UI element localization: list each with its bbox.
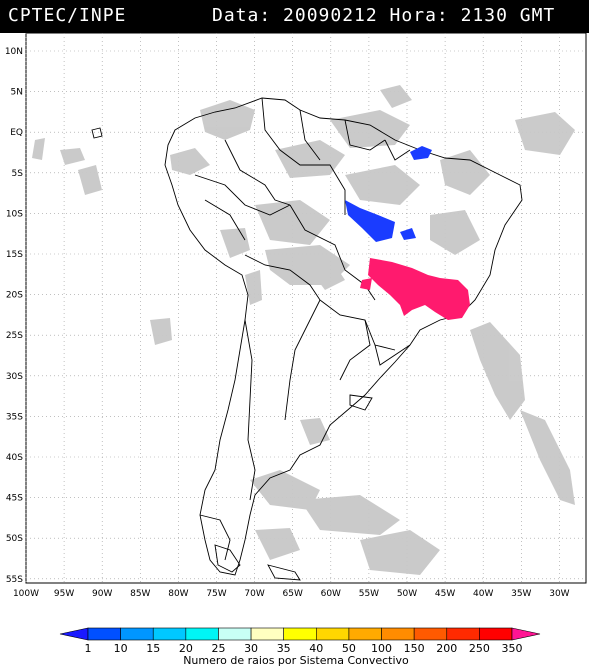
- longitude-labels: 100W 95W 90W 85W 80W 75W 70W 65W 60W 55W 50W 45W 40W…: [13, 589, 570, 599]
- lat-label: 25S: [6, 331, 23, 341]
- lightning-pink-clusters: [360, 258, 470, 320]
- lon-label: 30W: [549, 589, 569, 599]
- lon-label: 90W: [92, 589, 112, 599]
- lon-label: 55W: [359, 589, 379, 599]
- legend-label: 35: [277, 642, 291, 655]
- lat-label: EQ: [10, 128, 23, 138]
- lat-label: 5S: [12, 169, 24, 179]
- lon-label: 100W: [13, 589, 39, 599]
- legend-swatch: [348, 627, 382, 641]
- lat-label: 5N: [11, 88, 23, 98]
- lat-label: 15S: [6, 250, 23, 260]
- legend-swatch: [283, 627, 317, 641]
- latitude-labels: 10N 5N EQ 5S 10S 15S 20S 25S 30S 35S 40S 45S 50S 55S: [5, 47, 23, 585]
- lat-label: 10N: [5, 47, 23, 57]
- legend-swatch: [479, 627, 513, 641]
- legend-label: 250: [469, 642, 490, 655]
- legend-label: 20: [179, 642, 193, 655]
- legend-label: 40: [309, 642, 323, 655]
- lon-label: 85W: [130, 589, 150, 599]
- header-bar: CPTEC/INPE Data: 20090212 Hora: 2130 GMT: [0, 0, 589, 33]
- legend: 1 10 15 20 25 30 35 40 50 100 150 200 250 350: [59, 627, 541, 655]
- lat-label: 40S: [6, 453, 23, 463]
- lat-label: 20S: [6, 291, 23, 301]
- legend-label: 15: [146, 642, 160, 655]
- legend-swatch: [316, 627, 350, 641]
- legend-label: 1: [85, 642, 92, 655]
- legend-swatch: [381, 627, 415, 641]
- legend-swatch: [185, 627, 219, 641]
- lon-label: 95W: [54, 589, 74, 599]
- legend-label: 30: [244, 642, 258, 655]
- lon-label: 40W: [473, 589, 493, 599]
- legend-swatch: [250, 627, 284, 641]
- lon-label: 35W: [511, 589, 531, 599]
- legend-label: 350: [502, 642, 523, 655]
- lat-label: 30S: [6, 372, 23, 382]
- source-label: CPTEC/INPE: [8, 5, 127, 26]
- lat-label: 50S: [6, 534, 23, 544]
- lat-label: 10S: [6, 209, 23, 219]
- legend-label: 200: [436, 642, 457, 655]
- legend-title: Numero de raios por Sistema Convectivo: [183, 654, 409, 667]
- legend-swatch: [413, 627, 448, 641]
- legend-label: 10: [114, 642, 128, 655]
- lightning-blue-clusters: [345, 146, 432, 242]
- legend-swatch: [120, 627, 154, 641]
- legend-label: 100: [371, 642, 392, 655]
- lon-label: 60W: [321, 589, 341, 599]
- datetime-label: Data: 20090212 Hora: 2130 GMT: [212, 5, 556, 26]
- lon-label: 50W: [397, 589, 417, 599]
- lat-label: 55S: [6, 575, 23, 585]
- legend-swatch: [59, 627, 89, 641]
- lon-label: 45W: [435, 589, 455, 599]
- legend-swatch: [218, 627, 252, 641]
- legend-swatch: [446, 627, 480, 641]
- lon-label: 65W: [283, 589, 303, 599]
- legend-swatch: [152, 627, 187, 641]
- lon-label: 75W: [206, 589, 226, 599]
- legend-swatch: [87, 627, 121, 641]
- lon-label: 70W: [244, 589, 264, 599]
- legend-label: 150: [404, 642, 425, 655]
- legend-label: 50: [342, 642, 356, 655]
- lon-label: 80W: [168, 589, 188, 599]
- legend-label: 25: [211, 642, 225, 655]
- lat-label: 45S: [6, 494, 23, 504]
- lat-label: 35S: [6, 412, 23, 422]
- legend-swatch: [511, 627, 541, 641]
